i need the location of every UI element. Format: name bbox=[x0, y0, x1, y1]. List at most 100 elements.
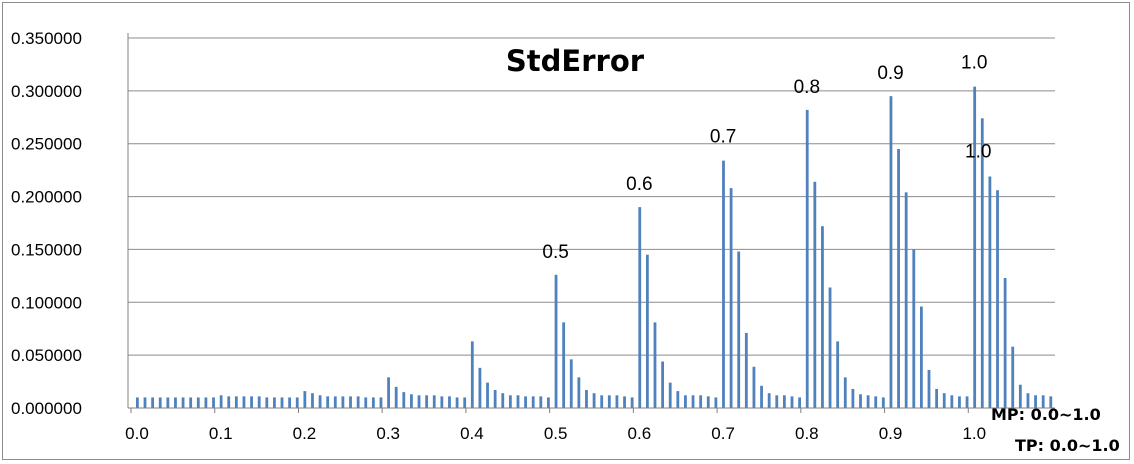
x-tick-label: 0.2 bbox=[293, 424, 317, 443]
bar bbox=[615, 395, 619, 408]
bar bbox=[569, 359, 573, 408]
x-tick-label: 0.6 bbox=[628, 424, 652, 443]
y-tick-label: 0.050000 bbox=[11, 346, 82, 365]
bar bbox=[234, 396, 238, 408]
bar bbox=[623, 396, 626, 408]
bar bbox=[478, 367, 482, 408]
bar bbox=[166, 397, 170, 408]
bar bbox=[219, 395, 223, 408]
bar bbox=[897, 149, 900, 408]
bar bbox=[752, 366, 756, 408]
bar bbox=[189, 397, 193, 408]
bar bbox=[691, 395, 695, 408]
bar bbox=[318, 395, 322, 408]
bar bbox=[760, 385, 763, 408]
chart-title: StdError bbox=[506, 44, 645, 78]
bar bbox=[440, 396, 444, 408]
bar bbox=[432, 395, 436, 408]
bar bbox=[661, 361, 664, 408]
bar bbox=[402, 392, 406, 408]
x-tick-label: 0.3 bbox=[376, 424, 400, 443]
bar bbox=[790, 396, 794, 408]
bar bbox=[539, 396, 543, 408]
annotations: 0.5 0.6 0.7 0.8 0.9 1.0 1.0 bbox=[542, 53, 991, 263]
bar bbox=[333, 396, 337, 408]
bar bbox=[158, 397, 162, 408]
bar bbox=[1049, 396, 1053, 408]
bar bbox=[1034, 395, 1037, 408]
bar bbox=[676, 391, 680, 408]
bar bbox=[684, 395, 687, 408]
bar bbox=[836, 341, 840, 408]
bar bbox=[470, 341, 474, 408]
bar bbox=[866, 395, 870, 408]
bar bbox=[417, 395, 421, 408]
legend-entry-mp: MP: 0.0~1.0 bbox=[991, 405, 1101, 424]
bar bbox=[958, 396, 961, 408]
bar bbox=[151, 397, 155, 408]
bar bbox=[828, 287, 832, 408]
bar bbox=[364, 397, 368, 408]
bar bbox=[394, 386, 398, 408]
x-tick-label: 0.8 bbox=[795, 424, 819, 443]
annotation-label: 0.7 bbox=[710, 127, 736, 148]
bar bbox=[242, 396, 246, 408]
bar bbox=[577, 377, 581, 408]
y-tick-label: 0.350000 bbox=[11, 29, 82, 48]
bar bbox=[904, 192, 908, 408]
bar bbox=[410, 394, 413, 408]
bar bbox=[174, 397, 177, 408]
bar bbox=[265, 397, 269, 408]
bar bbox=[996, 190, 999, 408]
bar bbox=[722, 160, 725, 408]
bar bbox=[455, 397, 459, 408]
bar bbox=[714, 397, 718, 408]
bar bbox=[889, 96, 893, 408]
bar bbox=[607, 395, 611, 408]
grid-lines bbox=[128, 37, 1055, 356]
bar bbox=[349, 396, 352, 408]
y-tick-labels: 0.000000 0.050000 0.100000 0.150000 0.200000… bbox=[11, 29, 82, 418]
y-tick-label: 0.250000 bbox=[11, 135, 82, 154]
bar bbox=[303, 391, 307, 408]
y-tick-label: 0.100000 bbox=[11, 293, 82, 312]
bar bbox=[843, 377, 847, 408]
x-tick-label: 0.0 bbox=[125, 424, 149, 443]
bar bbox=[706, 396, 710, 408]
x-tick-label: 0.9 bbox=[879, 424, 903, 443]
bar bbox=[448, 396, 451, 408]
bar bbox=[798, 397, 802, 408]
annotation-label: 1.0 bbox=[965, 141, 991, 162]
annotation-label: 0.9 bbox=[877, 63, 903, 84]
bar bbox=[1018, 384, 1022, 408]
legend-entry-tp: TP: 0.0~1.0 bbox=[1015, 436, 1120, 455]
bar bbox=[942, 393, 946, 408]
bar bbox=[935, 388, 939, 408]
bar bbox=[980, 118, 984, 408]
bar bbox=[295, 397, 299, 408]
bar bbox=[737, 251, 741, 408]
bar bbox=[554, 274, 558, 408]
bar bbox=[585, 390, 588, 408]
bar bbox=[280, 397, 284, 408]
bar bbox=[341, 396, 345, 408]
annotation-label: 0.8 bbox=[794, 77, 820, 98]
y-tick-label: 0.000000 bbox=[11, 399, 82, 418]
annotation-label: 1.0 bbox=[961, 53, 987, 74]
bar bbox=[508, 395, 512, 408]
bar bbox=[136, 397, 139, 408]
x-tick-label: 0.1 bbox=[209, 424, 233, 443]
x-tick-label: 0.5 bbox=[544, 424, 568, 443]
bar bbox=[143, 397, 147, 408]
bar bbox=[668, 382, 672, 408]
bar bbox=[181, 397, 185, 408]
x-tick-labels: 0.0 0.1 0.2 0.3 0.4 0.5 0.6 0.7 0.8 0.9 1.0 bbox=[125, 424, 986, 443]
bar bbox=[965, 396, 969, 408]
bar bbox=[1003, 277, 1007, 408]
bar bbox=[653, 322, 657, 408]
bar bbox=[204, 397, 208, 408]
bar bbox=[486, 382, 489, 408]
bar bbox=[379, 397, 383, 408]
bar bbox=[212, 397, 215, 408]
bar bbox=[311, 393, 314, 408]
